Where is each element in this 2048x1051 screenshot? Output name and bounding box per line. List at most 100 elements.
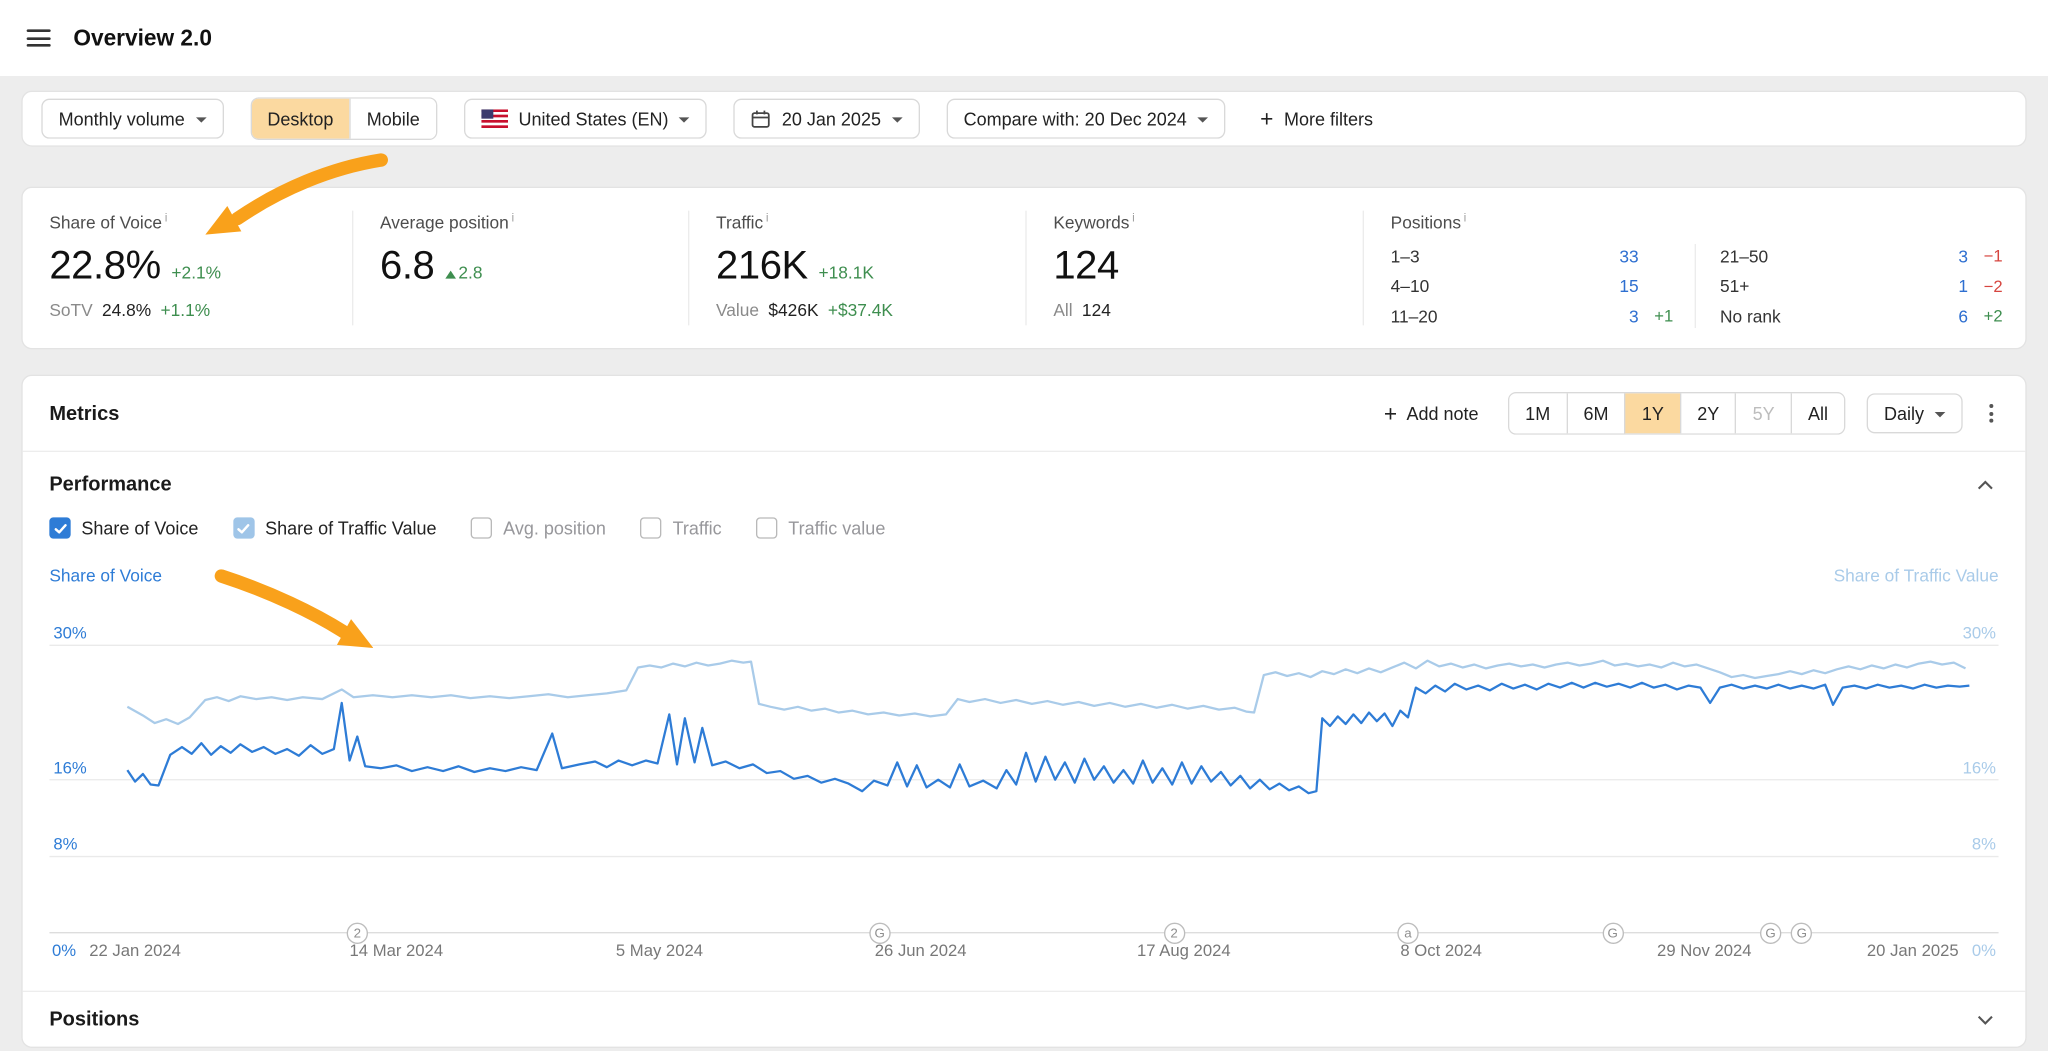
checkbox-label: Traffic <box>672 517 722 538</box>
performance-checkboxes: Share of Voice Share of Traffic Value Avg.… <box>49 517 1998 539</box>
positions-row: 21–50 3 −1 <box>1720 244 2003 268</box>
metric-label: Traffic i <box>715 210 769 233</box>
performance-chart[interactable]: 30% 16% 8% 0% 30% 16% 8% 0% 22 Jan 2024 14 Mar 20… <box>49 604 1999 975</box>
keywords-sub-value: 124 <box>1081 299 1111 320</box>
checkbox-label: Share of Traffic Value <box>265 517 437 538</box>
info-icon[interactable]: i <box>511 210 515 224</box>
page-title: Overview 2.0 <box>73 24 212 50</box>
checkbox-share-of-traffic-value[interactable]: Share of Traffic Value <box>233 517 437 539</box>
menu-icon[interactable] <box>24 24 53 52</box>
y-axis-zero-left: 0% <box>51 941 77 960</box>
range-button-1m[interactable]: 1M <box>1509 393 1567 434</box>
range-button-2y[interactable]: 2Y <box>1679 393 1736 434</box>
positions-count[interactable]: 1 <box>1958 276 1968 297</box>
note-marker-a[interactable]: a <box>1397 922 1419 944</box>
positions-range-label: 1–3 <box>1390 246 1420 267</box>
info-icon[interactable]: i <box>1463 210 1467 224</box>
info-icon[interactable]: i <box>765 210 769 224</box>
chart-canvas[interactable] <box>49 604 1999 935</box>
positions-range-label: 11–20 <box>1390 306 1438 327</box>
divider <box>22 450 2026 452</box>
chevron-down-icon <box>1197 116 1209 122</box>
positions-count[interactable]: 6 <box>1958 306 1968 327</box>
keywords-sub-label: All <box>1053 299 1073 320</box>
note-marker-g[interactable]: G <box>869 922 891 944</box>
y-axis-label-right: 16% <box>1962 758 1996 778</box>
positions-delta: −1 <box>1983 247 2003 266</box>
positions-count[interactable]: 3 <box>1629 306 1639 327</box>
sotv-sub-value: 24.8% <box>102 299 152 320</box>
chevron-down-icon[interactable] <box>1972 1009 1999 1030</box>
calendar-icon <box>751 109 771 129</box>
date-dropdown-label: 20 Jan 2025 <box>781 108 881 129</box>
more-filters-button[interactable]: + More filters <box>1252 99 1381 139</box>
checkbox-box[interactable] <box>233 517 255 539</box>
checkbox-share-of-voice[interactable]: Share of Voice <box>49 517 198 539</box>
range-buttons: 1M 6M 1Y 2Y 5Y All <box>1507 391 1846 435</box>
positions-range-label: No rank <box>1719 306 1781 327</box>
checkbox-traffic-value[interactable]: Traffic value <box>756 517 885 539</box>
country-dropdown-label: United States (EN) <box>518 108 669 129</box>
volume-dropdown[interactable]: Monthly volume <box>41 98 224 139</box>
add-note-label: Add note <box>1406 403 1479 424</box>
positions-delta: +2 <box>1983 307 2003 326</box>
traffic-sub-value: $426K <box>768 299 819 320</box>
note-marker-2[interactable]: 2 <box>1163 922 1185 944</box>
keywords-value: 124 <box>1053 244 1119 289</box>
range-button-1y[interactable]: 1Y <box>1624 393 1680 434</box>
metric-average-position: Average position i 6.8 2.8 <box>351 210 688 326</box>
x-axis-label: 26 Jun 2024 <box>874 941 967 960</box>
checkbox-box[interactable] <box>640 517 662 539</box>
checkbox-traffic[interactable]: Traffic <box>640 517 722 539</box>
granularity-dropdown[interactable]: Daily <box>1866 393 1963 434</box>
note-marker-g[interactable]: G <box>1602 922 1624 944</box>
positions-row: 51+ 1 −2 <box>1720 274 2003 298</box>
checkbox-box[interactable] <box>471 517 493 539</box>
more-filters-label: More filters <box>1284 108 1374 129</box>
range-button-all[interactable]: All <box>1790 393 1844 434</box>
x-axis-label: 8 Oct 2024 <box>1400 941 1482 960</box>
date-dropdown[interactable]: 20 Jan 2025 <box>733 98 920 139</box>
plus-icon: + <box>1260 105 1274 132</box>
sotv-sub-label: SoTV <box>49 299 93 320</box>
checkbox-avg-position[interactable]: Avg. position <box>471 517 606 539</box>
country-dropdown[interactable]: United States (EN) <box>463 98 708 139</box>
device-tab-desktop[interactable]: Desktop <box>251 98 350 139</box>
device-tab-mobile[interactable]: Mobile <box>349 98 436 139</box>
y-axis-label-right: 8% <box>1971 835 1996 854</box>
note-marker-g[interactable]: G <box>1759 922 1782 944</box>
note-marker-g[interactable]: G <box>1791 922 1813 944</box>
positions-count[interactable]: 3 <box>1958 246 1968 267</box>
filter-bar: Monthly volume Desktop Mobile United Sta… <box>21 90 2027 147</box>
us-flag-icon <box>481 109 508 128</box>
x-axis-label: 17 Aug 2024 <box>1137 941 1231 960</box>
chevron-up-icon[interactable] <box>1972 474 1999 495</box>
kebab-menu-icon[interactable] <box>1984 397 1999 429</box>
chevron-down-icon <box>195 116 207 122</box>
checkbox-label: Avg. position <box>503 517 606 538</box>
x-axis-label: 14 Mar 2024 <box>349 941 444 960</box>
traffic-value: 216K <box>715 244 808 289</box>
metrics-header: Metrics + Add note 1M 6M 1Y 2Y 5Y All Daily <box>23 376 2026 451</box>
metric-label: Average position i <box>379 210 515 233</box>
metric-label: Share of Voice i <box>49 210 168 233</box>
range-button-5y[interactable]: 5Y <box>1735 393 1791 434</box>
divider <box>22 990 2026 992</box>
metric-traffic: Traffic i 216K +18.1K Value $426K +$37.4K <box>687 210 1025 326</box>
info-icon[interactable]: i <box>164 210 168 224</box>
note-marker-2[interactable]: 2 <box>346 922 368 944</box>
left-axis-title: Share of Voice <box>49 565 163 586</box>
positions-count[interactable]: 33 <box>1619 246 1639 267</box>
positions-range-label: 4–10 <box>1390 276 1430 297</box>
add-note-button[interactable]: + Add note <box>1376 401 1487 426</box>
positions-count[interactable]: 15 <box>1619 276 1639 297</box>
info-icon[interactable]: i <box>1132 210 1135 224</box>
avg-position-value: 6.8 <box>379 244 435 289</box>
range-button-6m[interactable]: 6M <box>1566 393 1625 434</box>
compare-dropdown[interactable]: Compare with: 20 Dec 2024 <box>946 98 1226 139</box>
positions-section-title: Positions <box>49 1007 140 1031</box>
positions-section-header[interactable]: Positions <box>23 992 2026 1047</box>
positions-delta: −2 <box>1983 277 2003 296</box>
checkbox-box[interactable] <box>49 517 71 539</box>
checkbox-box[interactable] <box>756 517 778 539</box>
